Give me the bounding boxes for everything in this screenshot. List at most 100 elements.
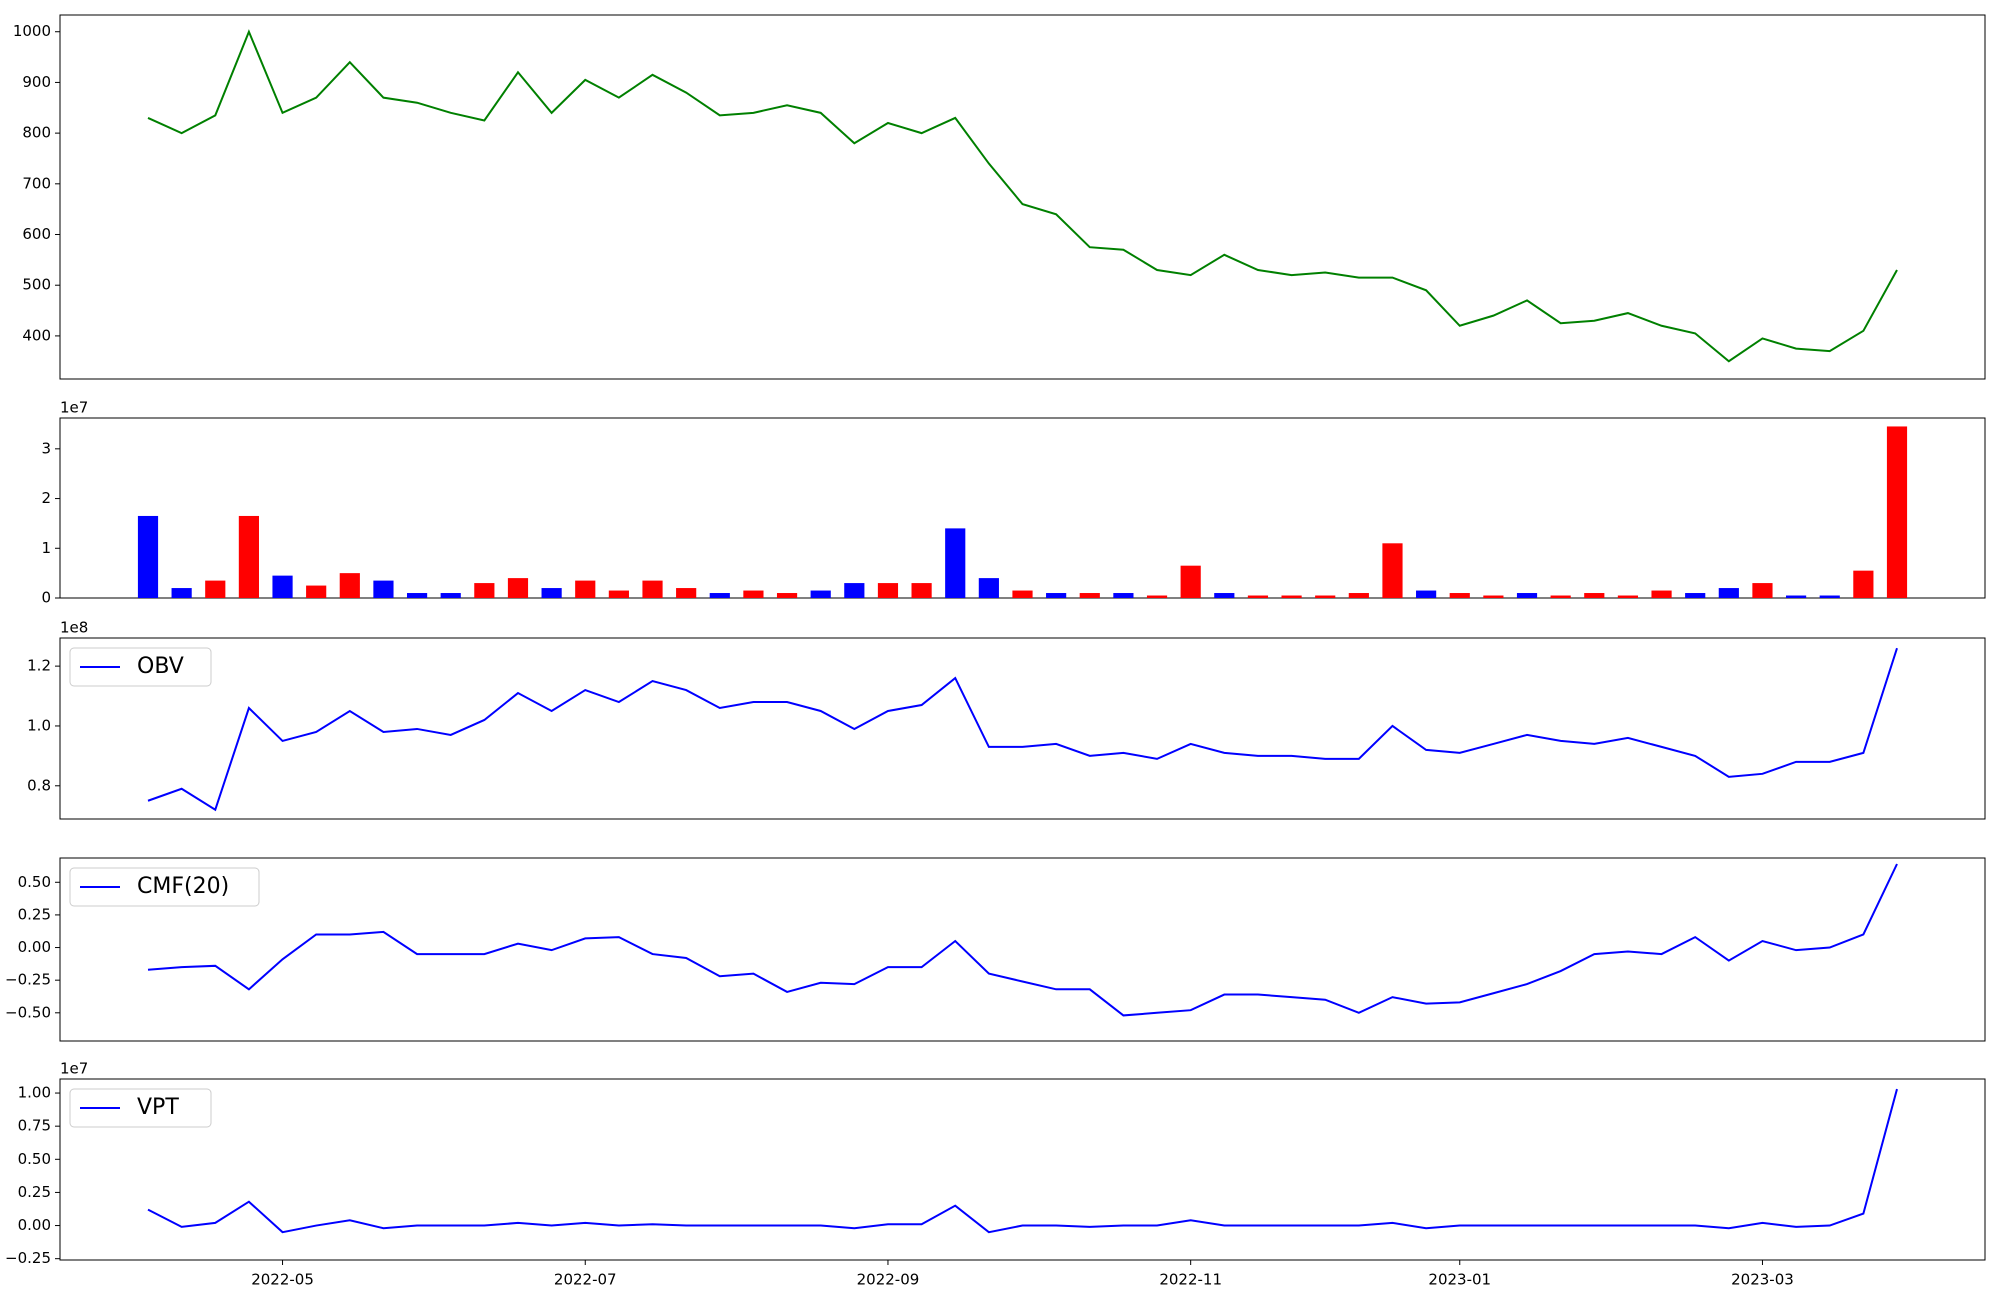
bar [844,583,865,598]
bar [1584,593,1605,598]
y-tick-label: 500 [22,276,51,294]
bar [1685,593,1706,598]
bar [1853,570,1874,598]
x-tick-label: 2022-07 [554,1271,617,1289]
plot-frame [59,1078,1986,1261]
x-tick-label: 2022-05 [251,1271,314,1289]
bar [608,590,629,598]
plot-frame [59,637,1986,820]
bar [507,578,529,598]
bar [945,528,966,598]
bar [137,515,159,598]
bar [1819,595,1840,598]
bar [1617,595,1639,598]
data-line [147,647,1898,812]
bar [1416,590,1437,598]
y-tick-label: 0.00 [18,938,51,956]
bar [978,578,999,598]
bar [709,593,730,598]
y-tick-label: 700 [22,174,51,192]
y-tick-label: −0.25 [5,1249,51,1267]
bar [406,593,428,598]
bar [1718,588,1739,598]
bar [877,583,899,598]
bar [1146,595,1168,598]
bar [1180,565,1201,598]
legend-box [69,647,212,687]
legend-box [69,1088,212,1128]
offset-label: 1e8 [60,619,88,637]
bar [541,588,562,598]
bar [1247,595,1269,598]
legend-label: VPT [137,1095,179,1120]
data-line [147,29,1898,363]
plot-frame [59,417,1986,599]
bar [1113,593,1134,598]
bar [743,590,764,598]
bar [1281,595,1302,598]
bar [205,580,226,598]
legend-box [69,867,260,907]
bar [575,580,596,598]
bar [1786,595,1807,598]
y-tick-label: 0.25 [18,905,51,923]
bar [339,573,360,598]
y-tick-label: 600 [22,225,51,243]
bar [373,580,394,598]
y-tick-label: −0.50 [5,1003,51,1021]
bar [171,588,192,598]
bar [1315,595,1336,598]
bar [1516,593,1538,598]
y-tick-label: 0.75 [18,1117,51,1135]
bar [1483,595,1504,598]
plot-frame [59,857,1986,1042]
bar [306,585,327,598]
bar [1550,595,1571,598]
x-tick-label: 2022-11 [1159,1271,1222,1289]
y-tick-label: 0.00 [18,1216,51,1234]
bar [1079,593,1100,598]
offset-label: 1e7 [60,1060,88,1078]
bar [474,583,495,598]
bar [676,588,697,598]
bar [1348,593,1369,598]
bar [810,590,831,598]
x-tick-label: 2023-01 [1428,1271,1491,1289]
y-tick-label: 1000 [13,22,51,40]
y-tick-label: 1.2 [27,657,51,675]
y-tick-label: 0.25 [18,1183,51,1201]
y-tick-label: 400 [22,326,51,344]
legend-label: CMF(20) [137,874,229,899]
offset-label: 1e7 [60,399,88,417]
y-tick-label: 3 [41,439,51,457]
legend-label: OBV [137,654,184,679]
bar [1449,593,1470,598]
bar [642,580,663,598]
y-tick-label: 1.0 [27,716,51,734]
bar [1046,593,1067,598]
bar [1382,543,1403,598]
data-line [147,1088,1898,1234]
data-line [147,863,1898,1017]
y-tick-label: 1.00 [18,1084,51,1102]
y-tick-label: 900 [22,73,51,91]
bar [1886,426,1908,598]
y-tick-label: −0.25 [5,971,51,989]
bar [238,515,259,598]
y-tick-label: 2 [41,489,51,507]
y-tick-label: 0.50 [18,873,51,891]
y-tick-label: 0 [41,589,51,607]
y-tick-label: 800 [22,124,51,142]
plot-frame [59,14,1986,380]
y-tick-label: 0.50 [18,1150,51,1168]
bar [1012,590,1033,598]
x-tick-label: 2023-03 [1731,1271,1794,1289]
bar [1752,583,1773,598]
bar [776,593,798,598]
x-tick-label: 2022-09 [857,1271,920,1289]
y-tick-label: 0.8 [27,776,51,794]
y-tick-label: 1 [41,539,51,557]
bar [272,575,293,598]
